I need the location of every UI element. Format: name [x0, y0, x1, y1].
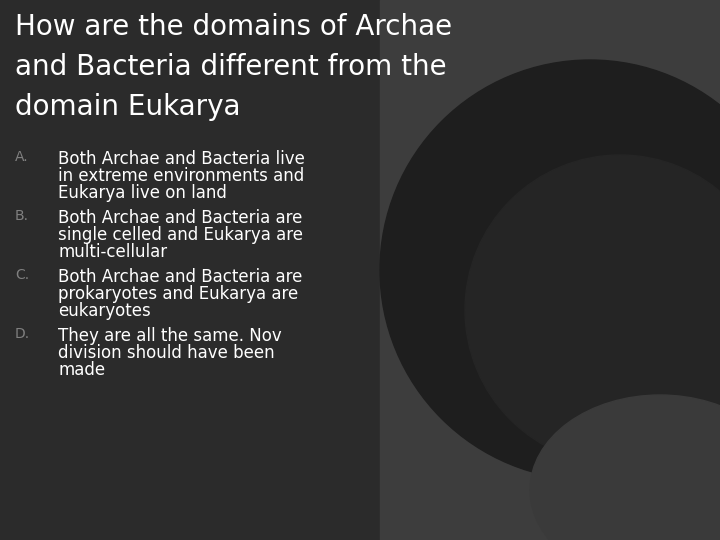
- Text: Both Archae and Bacteria live: Both Archae and Bacteria live: [58, 150, 305, 168]
- Text: division should have been: division should have been: [58, 344, 274, 362]
- Circle shape: [465, 155, 720, 465]
- Text: Eukarya live on land: Eukarya live on land: [58, 184, 227, 202]
- Text: in extreme environments and: in extreme environments and: [58, 167, 305, 185]
- Text: Both Archae and Bacteria are: Both Archae and Bacteria are: [58, 209, 302, 227]
- Text: D.: D.: [15, 327, 30, 341]
- Text: eukaryotes: eukaryotes: [58, 302, 150, 320]
- Text: B.: B.: [15, 209, 29, 223]
- Text: They are all the same. Nov: They are all the same. Nov: [58, 327, 282, 345]
- Text: multi-cellular: multi-cellular: [58, 243, 167, 261]
- Text: C.: C.: [15, 268, 29, 282]
- Text: Both Archae and Bacteria are: Both Archae and Bacteria are: [58, 268, 302, 286]
- FancyBboxPatch shape: [380, 0, 720, 540]
- Ellipse shape: [530, 395, 720, 540]
- Text: single celled and Eukarya are: single celled and Eukarya are: [58, 226, 303, 244]
- Text: A.: A.: [15, 150, 29, 164]
- Text: made: made: [58, 361, 105, 379]
- Text: prokaryotes and Eukarya are: prokaryotes and Eukarya are: [58, 285, 298, 303]
- Text: and Bacteria different from the: and Bacteria different from the: [15, 53, 446, 81]
- Circle shape: [380, 60, 720, 480]
- Text: domain Eukarya: domain Eukarya: [15, 93, 240, 121]
- Text: How are the domains of Archae: How are the domains of Archae: [15, 13, 452, 41]
